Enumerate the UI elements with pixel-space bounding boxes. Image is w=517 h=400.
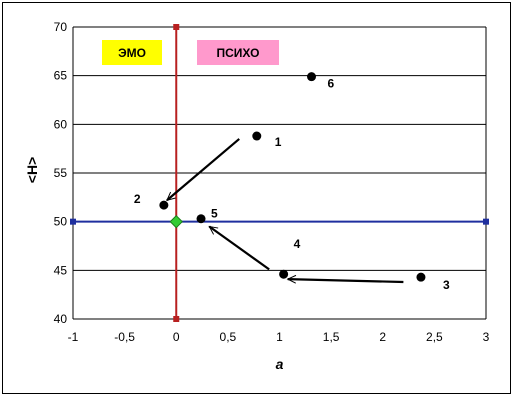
x-tick-label: 1,5 xyxy=(323,330,340,344)
reference-line-end-marker xyxy=(70,218,76,225)
data-point-2 xyxy=(159,200,169,210)
data-point-label-6: 6 xyxy=(328,77,335,91)
x-tick-label: 2,5 xyxy=(426,330,443,344)
data-point-label-1: 1 xyxy=(275,135,282,149)
zone-label-1: ПСИХО xyxy=(217,46,260,60)
data-point-4 xyxy=(279,269,289,279)
data-point-5 xyxy=(196,214,206,224)
data-point-label-5: 5 xyxy=(211,207,218,221)
arrow-line-2 xyxy=(287,277,404,284)
x-tick-label: -0,5 xyxy=(114,330,135,344)
data-point-label-3: 3 xyxy=(443,278,450,292)
arrow-line-1 xyxy=(208,225,270,271)
data-point-label-4: 4 xyxy=(294,237,301,251)
y-axis-title: <H> xyxy=(24,157,40,183)
y-tick-label: 50 xyxy=(54,215,68,229)
x-tick-label: 0,5 xyxy=(220,330,237,344)
y-tick-label: 40 xyxy=(54,312,68,326)
data-point-6 xyxy=(307,72,317,82)
y-tick-label: 65 xyxy=(54,69,68,83)
x-tick-label: 1 xyxy=(276,330,283,344)
reference-line-end-marker xyxy=(483,218,489,225)
y-tick-label: 60 xyxy=(54,117,68,131)
zone-box-0 xyxy=(102,40,162,65)
reference-line-end-marker xyxy=(173,316,180,322)
x-tick-label: -1 xyxy=(68,330,79,344)
arrow-head-0 xyxy=(166,191,176,201)
zone-box-1 xyxy=(197,40,279,65)
arrow-head-2 xyxy=(286,274,297,284)
data-points: 1 2 3 4 5 6 xyxy=(134,72,450,292)
data-point-3 xyxy=(416,272,426,282)
zone-label-0: ЭМО xyxy=(118,46,146,60)
x-tick-label: 0 xyxy=(173,330,180,344)
y-tick-label: 55 xyxy=(54,166,68,180)
x-tick-label: 3 xyxy=(483,330,490,344)
y-tick-label: 45 xyxy=(54,263,68,277)
data-point-label-2: 2 xyxy=(134,192,141,206)
reference-line-end-marker xyxy=(173,24,180,30)
arrow-head-1 xyxy=(208,225,219,235)
origin-marker xyxy=(169,214,183,229)
y-tick-label: 70 xyxy=(54,20,68,34)
reference-lines xyxy=(70,24,489,322)
arrows xyxy=(166,138,404,284)
zone-labels: ЭМО ПСИХО xyxy=(102,40,279,65)
data-point-1 xyxy=(252,131,262,141)
x-tick-label: 2 xyxy=(379,330,386,344)
arrow-line-0 xyxy=(166,138,240,202)
x-axis-title: a xyxy=(276,356,284,372)
